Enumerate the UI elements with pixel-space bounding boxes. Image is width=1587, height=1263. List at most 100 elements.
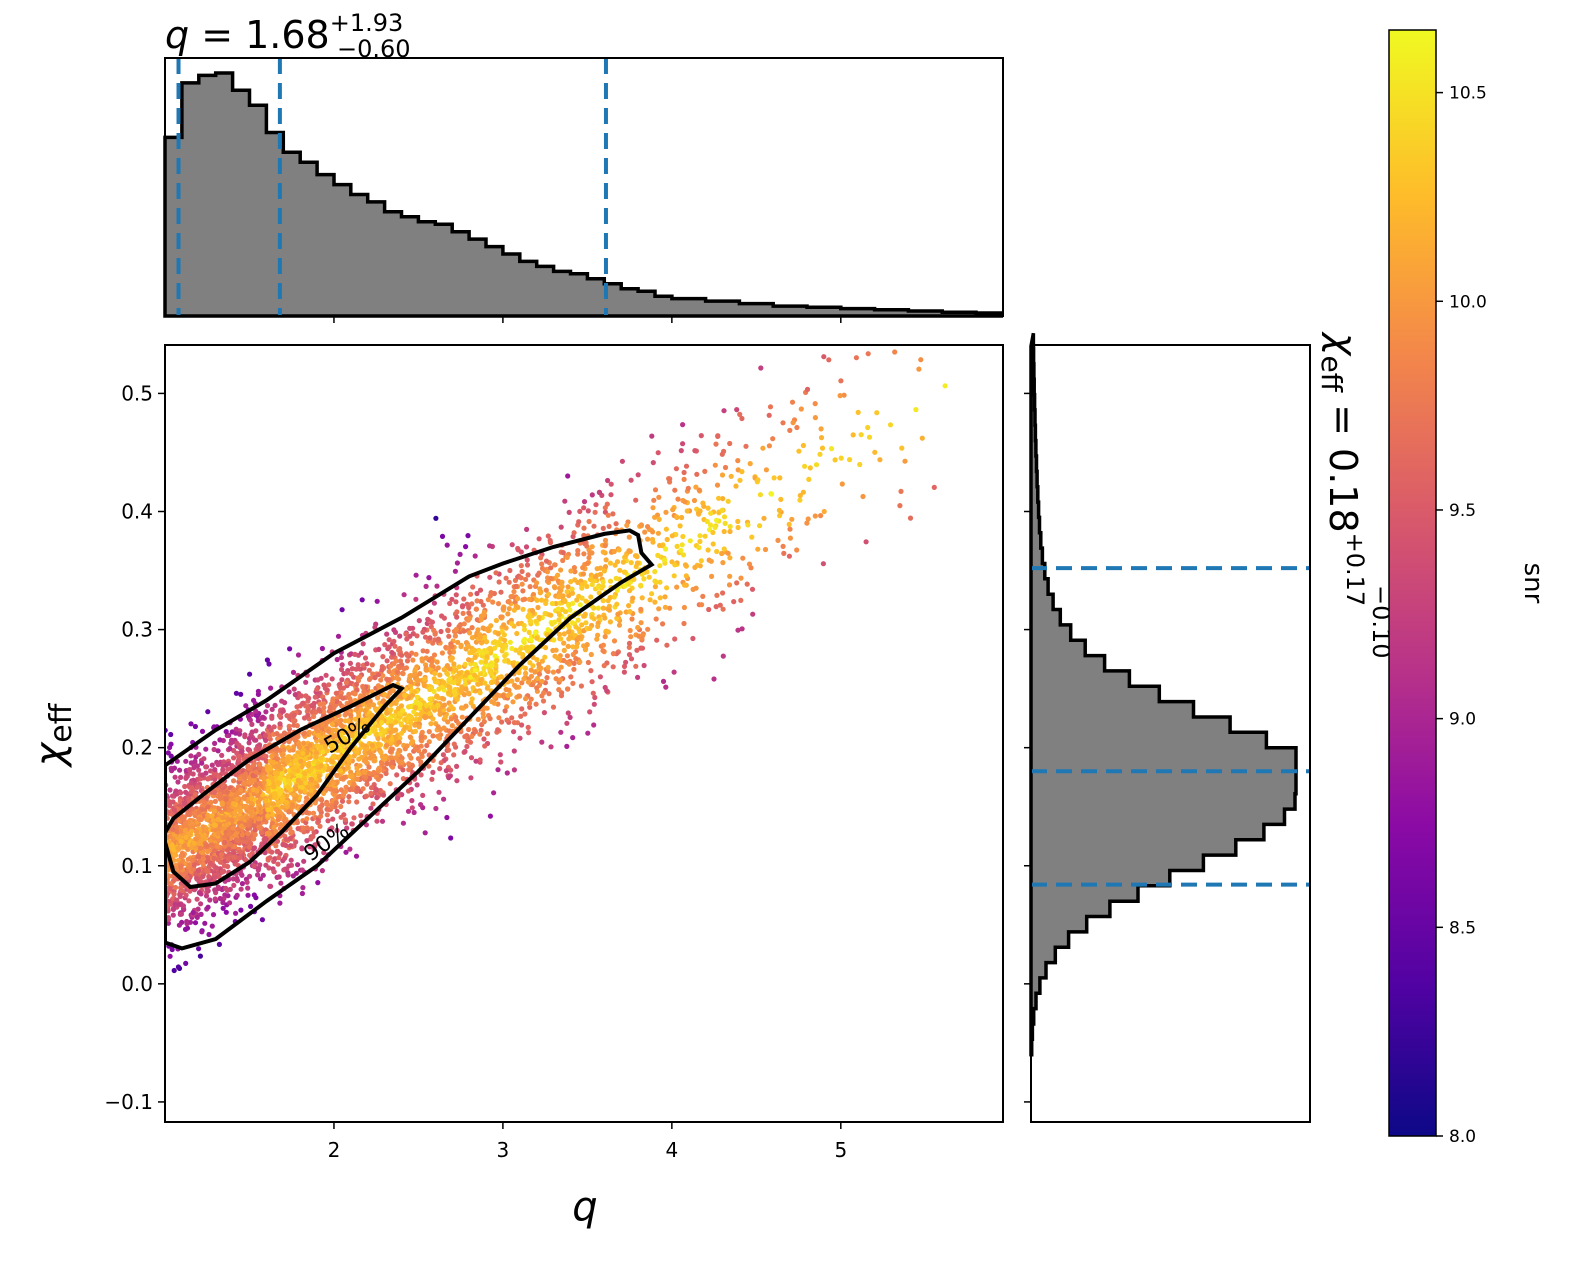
scatter-point	[404, 652, 410, 658]
scatter-point	[472, 553, 478, 559]
scatter-point	[205, 869, 211, 875]
scatter-point	[439, 650, 445, 656]
scatter-point	[588, 668, 594, 674]
scatter-point	[206, 874, 212, 880]
scatter-point	[423, 667, 430, 673]
scatter-point	[663, 509, 669, 515]
scatter-point	[510, 699, 516, 705]
scatter-point	[698, 433, 704, 439]
scatter-point	[392, 643, 398, 649]
scatter-point	[498, 674, 504, 680]
scatter-point	[389, 755, 395, 761]
scatter-point	[777, 475, 783, 481]
scatter-point	[645, 524, 651, 530]
scatter-point	[435, 724, 441, 730]
scatter-point	[620, 559, 627, 565]
scatter-point	[704, 518, 710, 525]
scatter-point	[382, 755, 388, 762]
scatter-point	[460, 610, 466, 617]
scatter-point	[588, 651, 594, 658]
scatter-point	[448, 767, 454, 773]
scatter-point	[165, 920, 171, 926]
scatter-point	[708, 558, 714, 564]
scatter-point	[638, 582, 644, 589]
scatter-point	[312, 759, 318, 765]
scatter-point	[713, 441, 719, 447]
scatter-point	[307, 782, 314, 788]
scatter-point	[353, 853, 360, 859]
scatter-point	[483, 659, 489, 665]
scatter-point	[205, 812, 211, 818]
scatter-point	[770, 436, 776, 442]
scatter-point	[690, 586, 696, 593]
scatter-point	[304, 809, 310, 816]
scatter-point	[452, 692, 458, 698]
scatter-point	[419, 658, 425, 664]
scatter-point	[798, 406, 804, 412]
scatter-point	[359, 597, 365, 603]
scatter-point	[586, 555, 592, 561]
scatter-point	[371, 769, 377, 776]
scatter-point	[276, 799, 282, 806]
scatter-point	[542, 654, 548, 660]
scatter-point	[419, 729, 425, 735]
scatter-point	[300, 700, 306, 707]
scatter-point	[634, 647, 640, 653]
scatter-point	[519, 568, 525, 575]
scatter-point	[511, 607, 517, 613]
scatter-point	[429, 619, 435, 625]
scatter-point	[776, 507, 783, 513]
scatter-point	[478, 659, 484, 665]
scatter-point	[375, 683, 381, 689]
scatter-point	[591, 701, 597, 707]
scatter-point	[585, 730, 591, 736]
scatter-point	[370, 801, 376, 807]
scatter-point	[472, 667, 478, 673]
scatter-point	[215, 748, 221, 754]
scatter-point	[366, 730, 372, 736]
scatter-point	[257, 780, 263, 787]
scatter-point	[747, 461, 753, 467]
scatter-point	[306, 729, 312, 736]
scatter-point	[259, 721, 265, 727]
scatter-point	[370, 753, 377, 759]
scatter-point	[858, 432, 864, 438]
scatter-point	[739, 469, 745, 475]
scatter-point	[539, 597, 545, 603]
scatter-point	[347, 696, 353, 702]
scatter-point	[593, 502, 599, 508]
scatter-point	[360, 742, 366, 748]
scatter-point	[335, 794, 341, 800]
scatter-point	[217, 791, 223, 797]
scatter-point	[198, 911, 204, 918]
scatter-point	[301, 858, 307, 864]
scatter-point	[720, 560, 726, 566]
scatter-point	[738, 597, 744, 604]
scatter-point	[280, 757, 286, 763]
scatter-point	[583, 598, 589, 604]
scatter-point	[569, 620, 576, 626]
scatter-point	[171, 891, 177, 897]
scatter-point	[509, 542, 515, 548]
scatter-point	[378, 750, 384, 756]
scatter-point	[404, 743, 410, 749]
scatter-point	[475, 627, 481, 633]
scatter-point	[268, 883, 274, 889]
scatter-point	[551, 637, 557, 643]
scatter-point	[672, 636, 678, 642]
scatter-point	[182, 843, 188, 849]
scatter-point	[397, 735, 403, 741]
scatter-point	[316, 773, 322, 779]
scatter-point	[555, 668, 562, 674]
scatter-point	[438, 628, 444, 635]
scatter-point	[780, 420, 786, 426]
scatter-point	[239, 881, 245, 887]
scatter-point	[734, 580, 740, 586]
scatter-point	[535, 604, 541, 611]
scatter-point	[645, 626, 651, 632]
scatter-point	[635, 472, 641, 478]
scatter-point	[709, 573, 715, 580]
scatter-point	[468, 775, 474, 781]
scatter-point	[720, 590, 726, 596]
scatter-point	[652, 578, 658, 584]
